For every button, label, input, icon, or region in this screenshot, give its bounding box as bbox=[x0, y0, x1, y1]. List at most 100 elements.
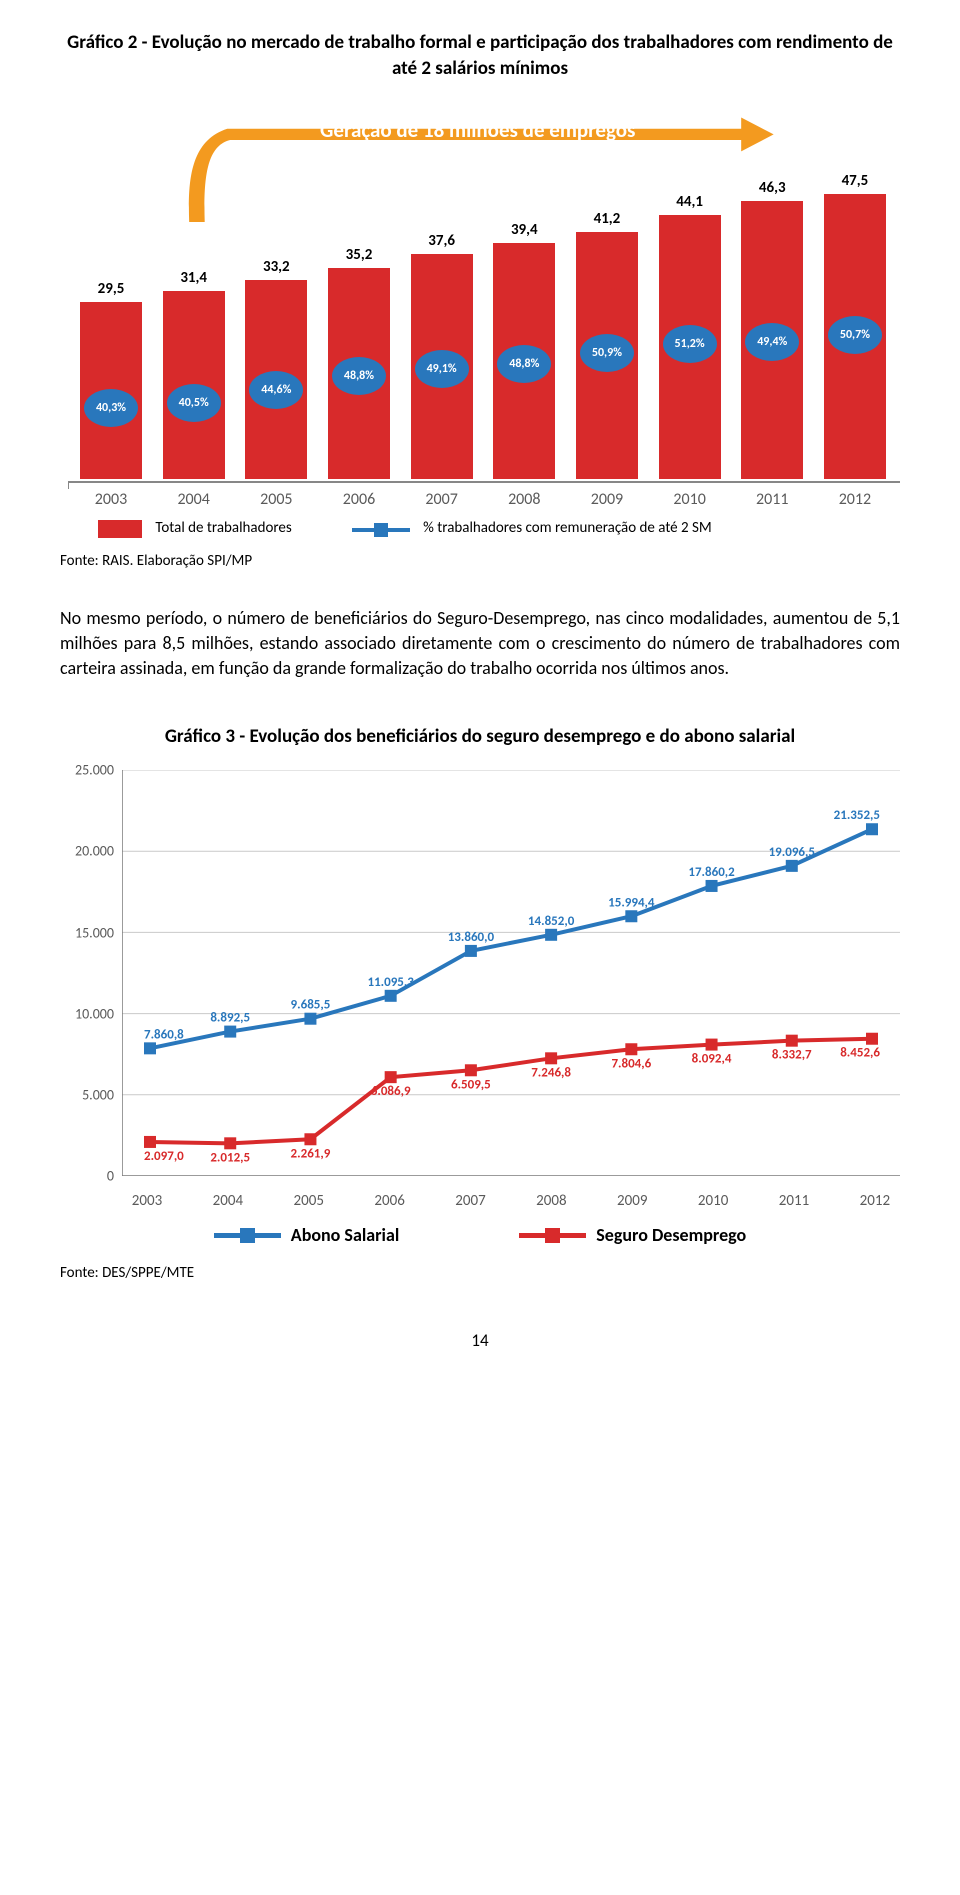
plot-area: 7.860,88.892,59.685,511.095,313.860,014.… bbox=[122, 770, 900, 1176]
grafico2-legend: Total de trabalhadores % trabalhadores c… bbox=[98, 519, 900, 537]
legend-line-swatch bbox=[352, 523, 410, 537]
percent-circle: 40,5% bbox=[167, 384, 221, 422]
bar: 49,1% bbox=[411, 254, 473, 480]
legend-abono-label: Abono Salarial bbox=[291, 1224, 399, 1246]
data-label: 17.860,2 bbox=[688, 865, 735, 880]
bar: 40,5% bbox=[163, 291, 225, 479]
page-number: 14 bbox=[60, 1330, 900, 1351]
percent-circle: 48,8% bbox=[332, 357, 386, 395]
bar: 40,3% bbox=[80, 302, 142, 479]
data-label: 6.086,9 bbox=[371, 1084, 411, 1099]
xaxis-tick: 2006 bbox=[365, 1192, 415, 1210]
xaxis-tick: 2011 bbox=[769, 1192, 819, 1210]
percent-circle: 49,1% bbox=[415, 350, 469, 388]
data-label: 21.352,5 bbox=[834, 809, 880, 824]
bar-col: 37,6 49,1% bbox=[409, 232, 475, 480]
bar-col: 39,4 48,8% bbox=[491, 221, 557, 479]
grafico3-source: Fonte: DES/SPPE/MTE bbox=[60, 1264, 900, 1282]
xaxis-tick: 2005 bbox=[284, 1192, 334, 1210]
xaxis: 2003200420052006200720082009201020112012 bbox=[122, 1192, 900, 1210]
bar-value-label: 41,2 bbox=[594, 210, 621, 228]
banner-text: Geração de 18 milhões de empregos bbox=[320, 117, 635, 143]
xaxis-tick: 2004 bbox=[161, 490, 227, 509]
bar: 50,7% bbox=[824, 194, 886, 479]
percent-circle: 48,8% bbox=[497, 345, 551, 383]
legend-abono-item: Abono Salarial bbox=[214, 1224, 399, 1246]
xaxis-tick: 2010 bbox=[688, 1192, 738, 1210]
yaxis: 05.00010.00015.00020.00025.000 bbox=[60, 770, 122, 1176]
bar-value-label: 37,6 bbox=[428, 232, 455, 250]
legend-abono-swatch bbox=[214, 1228, 281, 1243]
grafico2-source: Fonte: RAIS. Elaboração SPI/MP bbox=[60, 552, 900, 570]
data-label: 2.012,5 bbox=[210, 1151, 250, 1166]
data-label: 7.246,8 bbox=[531, 1066, 571, 1081]
bar-col: 44,1 51,2% bbox=[657, 193, 723, 480]
data-label: 8.452,6 bbox=[840, 1046, 880, 1061]
xaxis-line bbox=[68, 481, 900, 483]
xaxis-tick: 2011 bbox=[739, 490, 805, 509]
plot-svg: 7.860,88.892,59.685,511.095,313.860,014.… bbox=[122, 770, 900, 1176]
grafico3-chart: 05.00010.00015.00020.00025.000 7.860,88.… bbox=[60, 770, 910, 1210]
bar: 50,9% bbox=[576, 232, 638, 479]
xaxis-tick: 2006 bbox=[326, 490, 392, 509]
body-paragraph: No mesmo período, o número de beneficiár… bbox=[60, 606, 900, 682]
yaxis-tick-label: 5.000 bbox=[82, 1087, 114, 1104]
bar-value-label: 46,3 bbox=[759, 179, 786, 197]
data-label: 14.852,0 bbox=[528, 914, 575, 929]
xaxis-tick: 2003 bbox=[78, 490, 144, 509]
legend-seguro-item: Seguro Desemprego bbox=[519, 1224, 746, 1246]
bar-value-label: 35,2 bbox=[346, 246, 373, 264]
bar-col: 33,2 44,6% bbox=[243, 258, 309, 479]
bar: 48,8% bbox=[493, 243, 555, 479]
xaxis-tick: 2012 bbox=[850, 1192, 900, 1210]
data-label: 8.092,4 bbox=[692, 1052, 732, 1067]
yaxis-tick-label: 25.000 bbox=[75, 762, 114, 779]
data-label: 13.860,0 bbox=[448, 930, 495, 945]
legend-bar-label: Total de trabalhadores bbox=[155, 519, 291, 537]
xaxis-tick: 2007 bbox=[446, 1192, 496, 1210]
bar-col: 41,2 50,9% bbox=[574, 210, 640, 479]
percent-circle: 49,4% bbox=[745, 323, 799, 361]
bar-col: 31,4 40,5% bbox=[161, 269, 227, 479]
data-label: 6.509,5 bbox=[451, 1078, 491, 1093]
bar: 44,6% bbox=[245, 280, 307, 479]
legend-line-label: % trabalhadores com remuneração de até 2… bbox=[423, 519, 712, 537]
data-label: 19.096,5 bbox=[769, 845, 815, 860]
bar-value-label: 29,5 bbox=[98, 280, 125, 298]
percent-circle: 50,9% bbox=[580, 334, 634, 372]
percent-circle: 51,2% bbox=[663, 325, 717, 363]
data-label: 7.804,6 bbox=[611, 1057, 651, 1072]
yaxis-tick-label: 15.000 bbox=[75, 924, 114, 941]
data-label: 9.685,5 bbox=[291, 998, 331, 1013]
legend-bar-item: Total de trabalhadores bbox=[98, 519, 292, 537]
xaxis-tick: 2009 bbox=[574, 490, 640, 509]
bar-col: 29,5 40,3% bbox=[78, 280, 144, 479]
legend-line-item: % trabalhadores com remuneração de até 2… bbox=[352, 519, 712, 537]
percent-circle: 44,6% bbox=[249, 371, 303, 409]
bar-value-label: 39,4 bbox=[511, 221, 538, 239]
bar-col: 47,5 50,7% bbox=[822, 172, 888, 479]
bar-value-label: 33,2 bbox=[263, 258, 290, 276]
bar: 49,4% bbox=[741, 201, 803, 479]
xaxis-tick: 2012 bbox=[822, 490, 888, 509]
xaxis-tick: 2003 bbox=[122, 1192, 172, 1210]
bar-value-label: 47,5 bbox=[842, 172, 869, 190]
percent-circle: 40,3% bbox=[84, 389, 138, 427]
yaxis-tick-label: 10.000 bbox=[75, 1005, 114, 1022]
bar: 51,2% bbox=[659, 215, 721, 480]
xaxis-tick: 2007 bbox=[409, 490, 475, 509]
yaxis-tick-label: 20.000 bbox=[75, 843, 114, 860]
data-label: 11.095,3 bbox=[367, 975, 414, 990]
bar: 48,8% bbox=[328, 268, 390, 479]
grafico3-legend: Abono Salarial Seguro Desemprego bbox=[60, 1224, 900, 1246]
xaxis-tick: 2010 bbox=[657, 490, 723, 509]
data-label: 2.261,9 bbox=[291, 1147, 331, 1162]
data-label: 7.860,8 bbox=[144, 1028, 184, 1043]
bar-value-label: 31,4 bbox=[180, 269, 207, 287]
bar-value-label: 44,1 bbox=[676, 193, 703, 211]
xaxis: 2003200420052006200720082009201020112012 bbox=[78, 490, 888, 509]
xaxis-tick: 2004 bbox=[203, 1192, 253, 1210]
percent-circle: 50,7% bbox=[828, 316, 882, 354]
yaxis-tick-label: 0 bbox=[107, 1168, 114, 1185]
data-label: 15.994,4 bbox=[608, 896, 655, 911]
